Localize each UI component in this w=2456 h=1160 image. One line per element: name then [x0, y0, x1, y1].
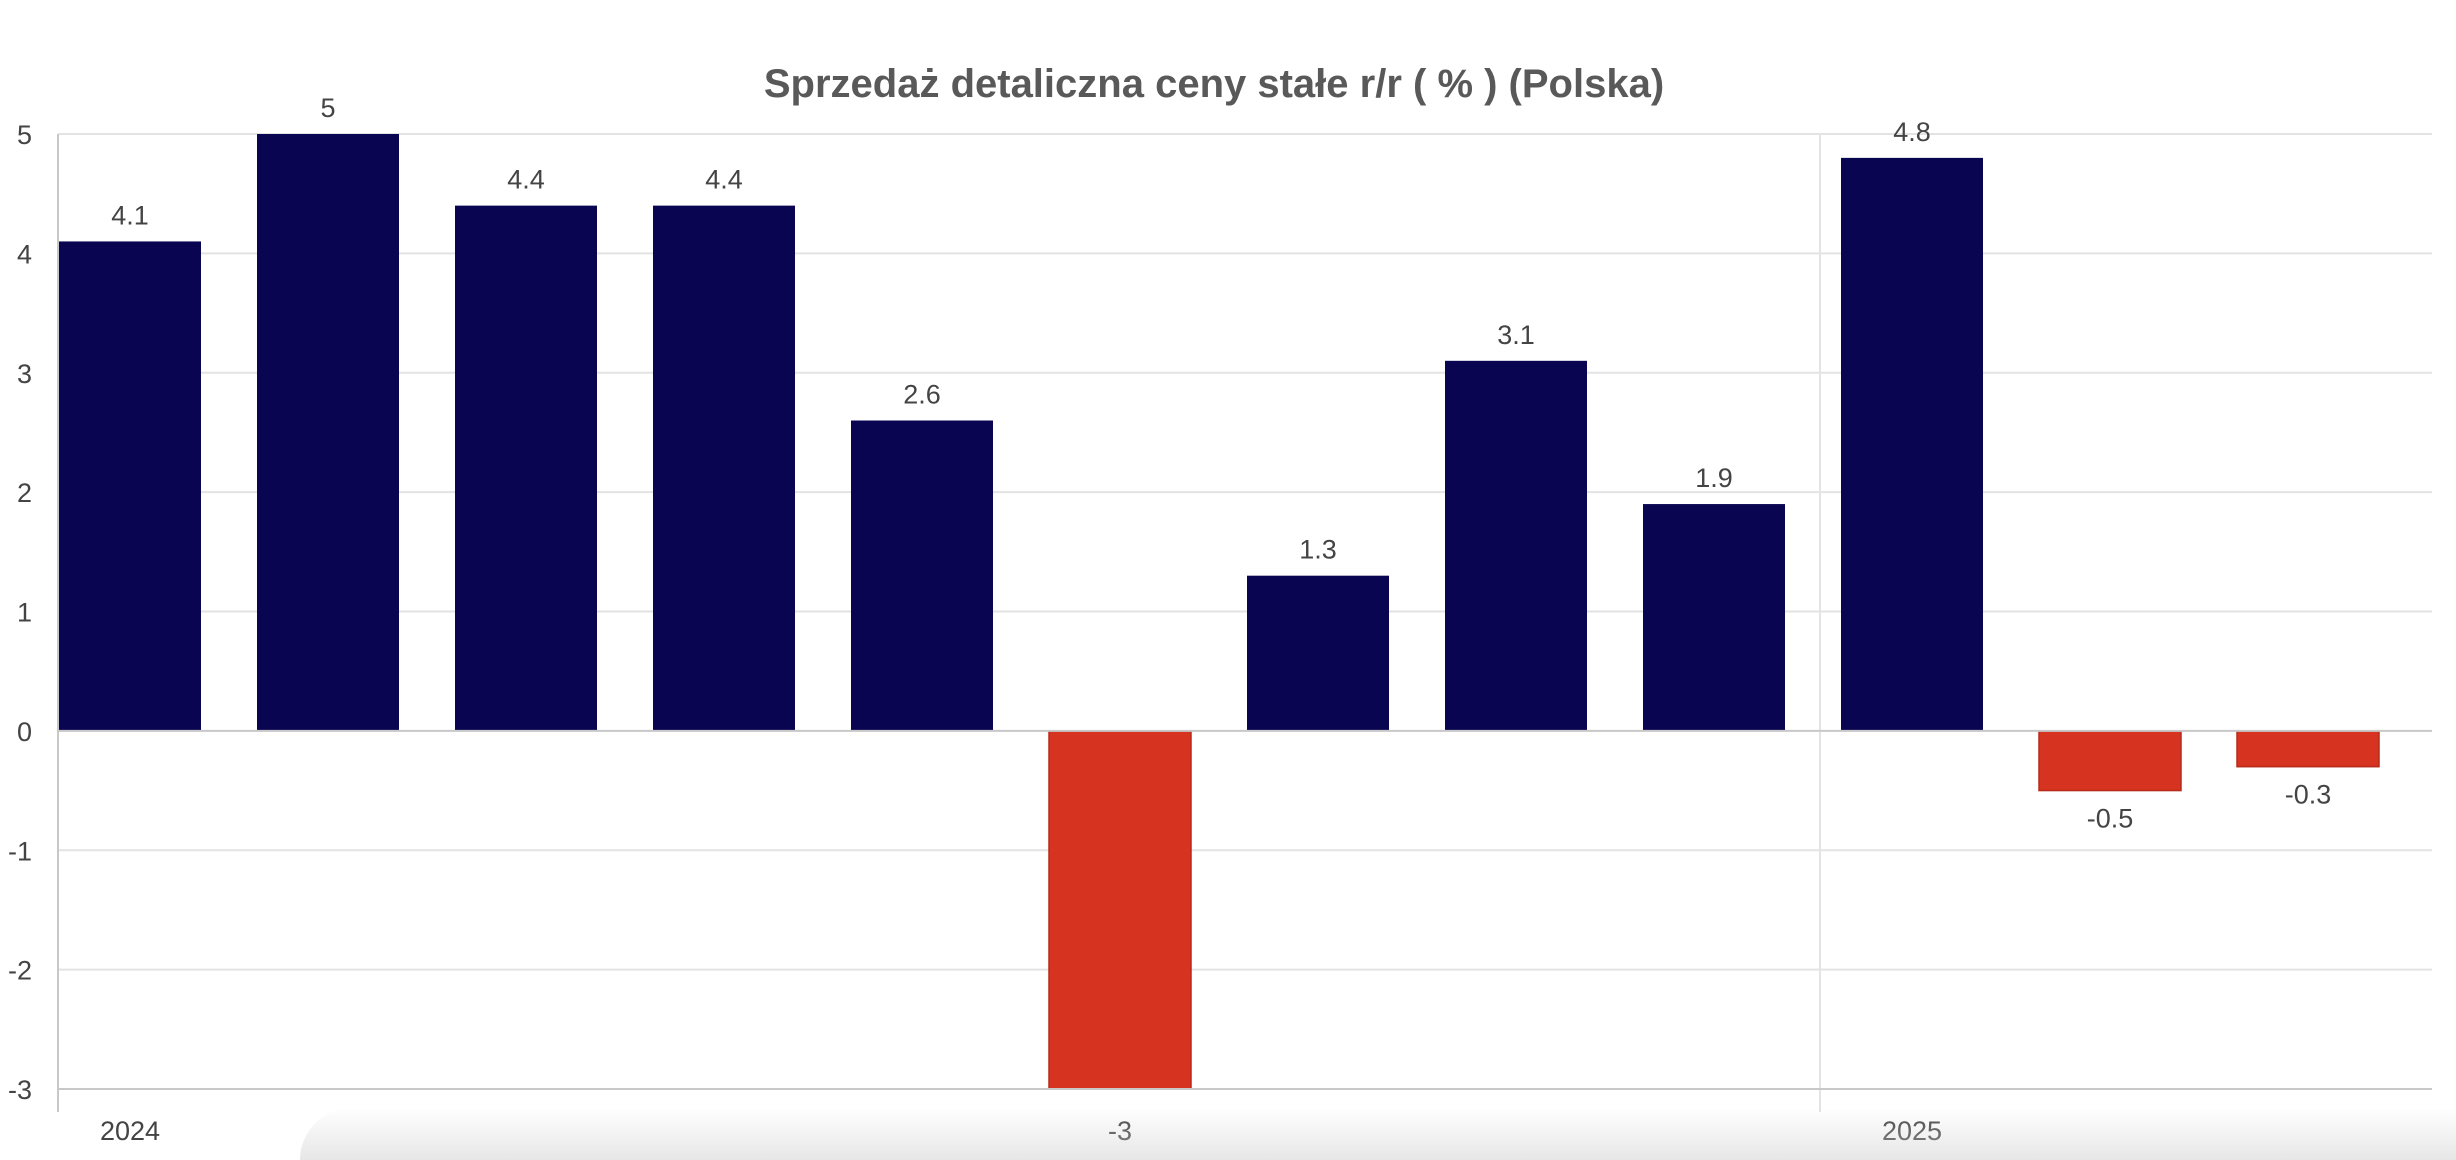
data-label: -0.3: [2285, 780, 2332, 810]
y-axis-ticks: 5 4 3 2 1 0 -1 -2 -3: [8, 120, 32, 1105]
data-label: -0.5: [2087, 804, 2134, 834]
chart-title: Sprzedaż detaliczna ceny stałe r/r ( % )…: [764, 62, 1664, 106]
bar-2024-09[interactable]: [1643, 504, 1785, 731]
bars: [59, 134, 2380, 1090]
data-label: 4.1: [111, 200, 149, 230]
data-label: 1.3: [1299, 535, 1337, 565]
bar-2024-06[interactable]: [1048, 730, 1192, 1090]
y-tick-label: 1: [17, 598, 32, 628]
data-label: 2.6: [903, 380, 941, 410]
bar-2024-02[interactable]: [257, 134, 399, 731]
bar-2024-05[interactable]: [851, 420, 993, 731]
x-tick-label: 2025: [1882, 1116, 1942, 1146]
data-label: 4.4: [705, 165, 743, 195]
data-label: 5: [320, 93, 335, 123]
y-tick-label: 2: [17, 478, 32, 508]
x-tick-label: 2024: [100, 1116, 160, 1146]
y-tick-label: -1: [8, 836, 32, 866]
data-label: 4.8: [1893, 117, 1931, 147]
axes: [57, 134, 2432, 1112]
y-tick-label: 3: [17, 359, 32, 389]
data-label: 4.4: [507, 165, 545, 195]
bar-2024-07[interactable]: [1247, 575, 1389, 731]
y-tick-label: -2: [8, 956, 32, 986]
x-axis-ticks: 2024 -3 2025: [100, 1116, 1942, 1146]
bar-2024-04[interactable]: [653, 205, 795, 731]
y-tick-label: 4: [17, 239, 32, 269]
y-tick-label: -3: [8, 1075, 32, 1105]
data-label: 1.9: [1695, 463, 1733, 493]
data-labels: 4.1 5 4.4 4.4 2.6 1.3 3.1 1.9 4.8 -0.5 -0.3: [111, 93, 2331, 834]
y-tick-label: 0: [17, 717, 32, 747]
gridlines: [58, 133, 2432, 1112]
y-tick-label: 5: [17, 120, 32, 150]
bar-2024-03[interactable]: [455, 205, 597, 731]
bar-2024-08[interactable]: [1445, 360, 1587, 731]
bar-2024-01[interactable]: [59, 241, 201, 731]
bar-2025-02[interactable]: [2038, 730, 2182, 792]
bar-2025-01[interactable]: [1841, 157, 1983, 731]
x-tick-label: -3: [1108, 1116, 1132, 1146]
bar-2025-03[interactable]: [2236, 730, 2380, 768]
data-label: 3.1: [1497, 320, 1535, 350]
